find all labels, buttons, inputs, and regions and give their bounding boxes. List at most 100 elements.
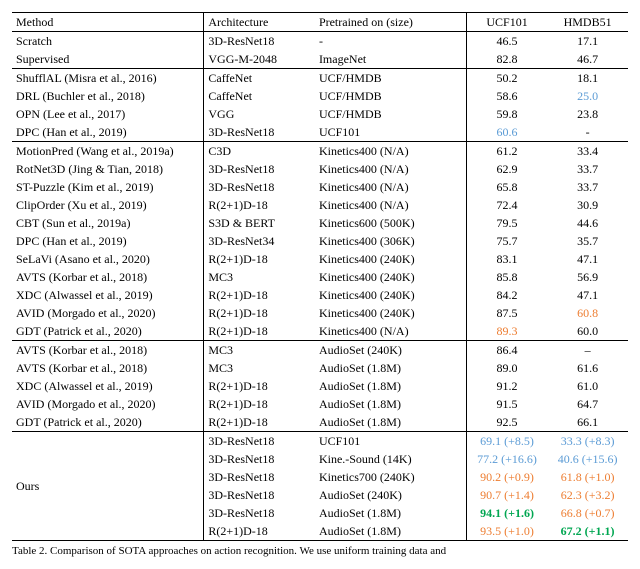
cell-pretrained: Kinetics400 (N/A) [315,322,466,341]
cell-hmdb: 61.0 [547,377,628,395]
table-row: ST-Puzzle (Kim et al., 2019)3D-ResNet18K… [12,178,628,196]
cell-pretrained: Kinetics400 (306K) [315,232,466,250]
cell-value: 82.8 [497,52,518,66]
cell-arch: R(2+1)D-18 [204,322,315,341]
cell-value: - [586,125,590,139]
cell-method: AVID (Morgado et al., 2020) [12,395,204,413]
cell-value: – [585,343,591,357]
cell-pretrained: AudioSet (1.8M) [315,504,466,522]
cell-value: 86.4 [497,343,518,357]
cell-arch: R(2+1)D-18 [204,377,315,395]
cell-pretrained: Kinetics400 (240K) [315,286,466,304]
cell-arch: 3D-ResNet18 [204,178,315,196]
cell-ucf: 77.2 (+16.6) [466,450,547,468]
table-row: SupervisedVGG-M-2048ImageNet82.846.7 [12,50,628,69]
cell-ucf: 82.8 [466,50,547,69]
cell-value: 61.8 (+1.0) [561,470,615,484]
table-header-row: Method Architecture Pretrained on (size)… [12,13,628,32]
cell-hmdb: 66.8 (+0.7) [547,504,628,522]
cell-hmdb: 60.0 [547,322,628,341]
cell-value: 65.8 [497,180,518,194]
cell-value: 23.8 [577,107,598,121]
table-row: AVID (Morgado et al., 2020)R(2+1)D-18Kin… [12,304,628,322]
cell-pretrained: Kinetics700 (240K) [315,468,466,486]
cell-arch: 3D-ResNet18 [204,432,315,451]
table-row: Ours3D-ResNet18UCF10169.1 (+8.5)33.3 (+8… [12,432,628,451]
cell-arch: S3D & BERT [204,214,315,232]
table-row: CBT (Sun et al., 2019a)S3D & BERTKinetic… [12,214,628,232]
cell-value: 69.1 (+8.5) [480,434,534,448]
table-row: ClipOrder (Xu et al., 2019)R(2+1)D-18Kin… [12,196,628,214]
cell-pretrained: UCF/HMDB [315,69,466,88]
cell-hmdb: 35.7 [547,232,628,250]
cell-value: 60.6 [497,125,518,139]
cell-method: DPC (Han et al., 2019) [12,123,204,142]
cell-ucf: 50.2 [466,69,547,88]
cell-hmdb: 67.2 (+1.1) [547,522,628,541]
cell-arch: 3D-ResNet18 [204,486,315,504]
cell-hmdb: 17.1 [547,32,628,51]
cell-value: 75.7 [497,234,518,248]
cell-value: 59.8 [497,107,518,121]
cell-hmdb: 44.6 [547,214,628,232]
cell-method: ShufflAL (Misra et al., 2016) [12,69,204,88]
cell-ucf: 61.2 [466,142,547,161]
col-hmdb: HMDB51 [547,13,628,32]
cell-method: GDT (Patrick et al., 2020) [12,322,204,341]
cell-value: 46.5 [497,34,518,48]
cell-value: 89.3 [497,324,518,338]
cell-ucf: 94.1 (+1.6) [466,504,547,522]
cell-pretrained: Kinetics600 (500K) [315,214,466,232]
cell-pretrained: - [315,32,466,51]
table-row: SeLaVi (Asano et al., 2020)R(2+1)D-18Kin… [12,250,628,268]
cell-pretrained: UCF/HMDB [315,105,466,123]
cell-pretrained: Kinetics400 (N/A) [315,160,466,178]
cell-ucf: 89.3 [466,322,547,341]
cell-hmdb: 60.8 [547,304,628,322]
cell-pretrained: Kinetics400 (N/A) [315,196,466,214]
table-row: ShufflAL (Misra et al., 2016)CaffeNetUCF… [12,69,628,88]
cell-hmdb: – [547,341,628,360]
cell-hmdb: 33.7 [547,160,628,178]
cell-method: GDT (Patrick et al., 2020) [12,413,204,432]
cell-value: 33.3 (+8.3) [561,434,615,448]
table-row: DRL (Buchler et al., 2018)CaffeNetUCF/HM… [12,87,628,105]
col-ucf: UCF101 [466,13,547,32]
cell-method: AVTS (Korbar et al., 2018) [12,359,204,377]
cell-hmdb: 64.7 [547,395,628,413]
cell-pretrained: AudioSet (240K) [315,341,466,360]
cell-arch: R(2+1)D-18 [204,286,315,304]
cell-pretrained: Kinetics400 (240K) [315,304,466,322]
cell-value: 77.2 (+16.6) [477,452,537,466]
cell-value: 66.1 [577,415,598,429]
cell-ucf: 85.8 [466,268,547,286]
cell-pretrained: ImageNet [315,50,466,69]
cell-value: 79.5 [497,216,518,230]
cell-hmdb: 61.8 (+1.0) [547,468,628,486]
table-row: DPC (Han et al., 2019)3D-ResNet34Kinetic… [12,232,628,250]
cell-value: 61.0 [577,379,598,393]
cell-value: 89.0 [497,361,518,375]
table-row: AVTS (Korbar et al., 2018)MC3Kinetics400… [12,268,628,286]
cell-arch: 3D-ResNet18 [204,123,315,142]
cell-arch: CaffeNet [204,69,315,88]
cell-pretrained: UCF101 [315,123,466,142]
cell-value: 44.6 [577,216,598,230]
cell-ucf: 90.2 (+0.9) [466,468,547,486]
cell-value: 92.5 [497,415,518,429]
cell-arch: R(2+1)D-18 [204,196,315,214]
cell-method: DPC (Han et al., 2019) [12,232,204,250]
cell-method: ClipOrder (Xu et al., 2019) [12,196,204,214]
cell-hmdb: 33.7 [547,178,628,196]
cell-method: AVID (Morgado et al., 2020) [12,304,204,322]
cell-arch: VGG-M-2048 [204,50,315,69]
cell-value: 33.7 [577,162,598,176]
cell-ucf: 87.5 [466,304,547,322]
cell-value: 58.6 [497,89,518,103]
cell-value: 50.2 [497,71,518,85]
cell-value: 90.7 (+1.4) [480,488,534,502]
cell-pretrained: AudioSet (1.8M) [315,395,466,413]
cell-ucf: 62.9 [466,160,547,178]
cell-value: 47.1 [577,252,598,266]
cell-hmdb: 23.8 [547,105,628,123]
